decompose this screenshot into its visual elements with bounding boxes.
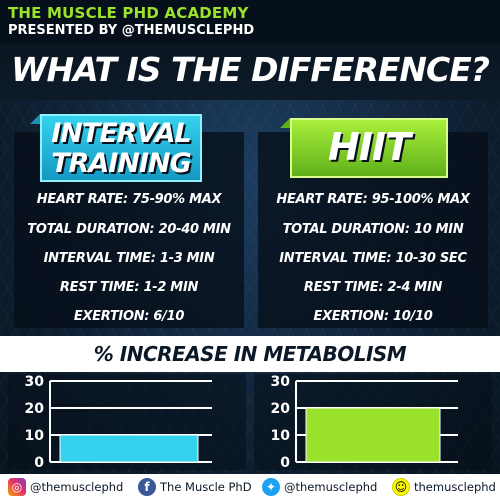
- interval-tick-label: 20: [25, 401, 45, 417]
- hiit-exertion: EXERTION: 10/10: [313, 309, 433, 324]
- snapchat-icon: ☺: [392, 478, 410, 496]
- social-footer: [0, 474, 500, 500]
- metabolism-band: [0, 336, 500, 372]
- twitter-handle: @themusclephd: [284, 480, 378, 494]
- interval-rest-time: REST TIME: 1-2 MIN: [59, 280, 199, 295]
- interval-heart-rate: HEART RATE: 75-90% MAX: [36, 192, 222, 207]
- interval-tag-line1: INTERVAL: [51, 118, 191, 149]
- headline: WHAT IS THE DIFFERENCE?: [11, 50, 490, 89]
- brand-subtitle: PRESENTED BY @THEMUSCLEPHD: [8, 23, 255, 38]
- interval-exertion: EXERTION: 6/10: [73, 309, 185, 324]
- metabolism-title: % INCREASE IN METABOLISM: [93, 342, 407, 366]
- brand-title: THE MUSCLE PHD ACADEMY: [8, 4, 249, 22]
- interval-tag-line2: TRAINING: [51, 148, 192, 179]
- brand-header: THE MUSCLE PHD ACADEMY PRESENTED BY @THE…: [0, 0, 500, 44]
- interval-interval-time: INTERVAL TIME: 1-3 MIN: [43, 251, 215, 266]
- tag-notch-right: [280, 118, 290, 128]
- headline-band: [0, 44, 500, 100]
- facebook-icon: f: [138, 478, 156, 496]
- interval-tick-label: 0: [34, 455, 44, 471]
- hiit-tag: HIIT: [290, 118, 448, 178]
- interval-total-duration: TOTAL DURATION: 20-40 MIN: [27, 222, 231, 237]
- facebook-page: The Muscle PhD: [160, 480, 252, 494]
- tag-notch-left: [30, 114, 40, 124]
- hiit-interval-time: INTERVAL TIME: 10-30 SEC: [279, 251, 467, 266]
- interval-tick-label: 30: [25, 374, 45, 390]
- snapchat-link[interactable]: ☺ themusclephd: [392, 477, 496, 497]
- hiit-rest-time: REST TIME: 2-4 MIN: [303, 280, 443, 295]
- twitter-link[interactable]: ✦ @themusclephd: [262, 477, 377, 497]
- facebook-link[interactable]: f The Muscle PhD: [138, 477, 252, 497]
- hiit-tick-label: 20: [271, 401, 291, 417]
- hiit-tick-label: 30: [271, 374, 291, 390]
- hiit-heart-rate: HEART RATE: 95-100% MAX: [276, 192, 470, 207]
- snapchat-handle: themusclephd: [414, 480, 496, 494]
- twitter-icon: ✦: [262, 478, 280, 496]
- hiit-tick-label: 10: [271, 428, 291, 444]
- interval-training-tag: INTERVAL TRAINING: [40, 114, 202, 182]
- hiit-bar: [305, 407, 441, 463]
- interval-bar: [59, 434, 199, 463]
- hiit-tick-label: 0: [280, 455, 290, 471]
- hiit-total-duration: TOTAL DURATION: 10 MIN: [282, 222, 464, 237]
- instagram-handle: @themusclephd: [30, 480, 124, 494]
- instagram-link[interactable]: ◎ @themusclephd: [8, 477, 123, 497]
- instagram-icon: ◎: [8, 478, 26, 496]
- interval-tick-label: 10: [25, 428, 45, 444]
